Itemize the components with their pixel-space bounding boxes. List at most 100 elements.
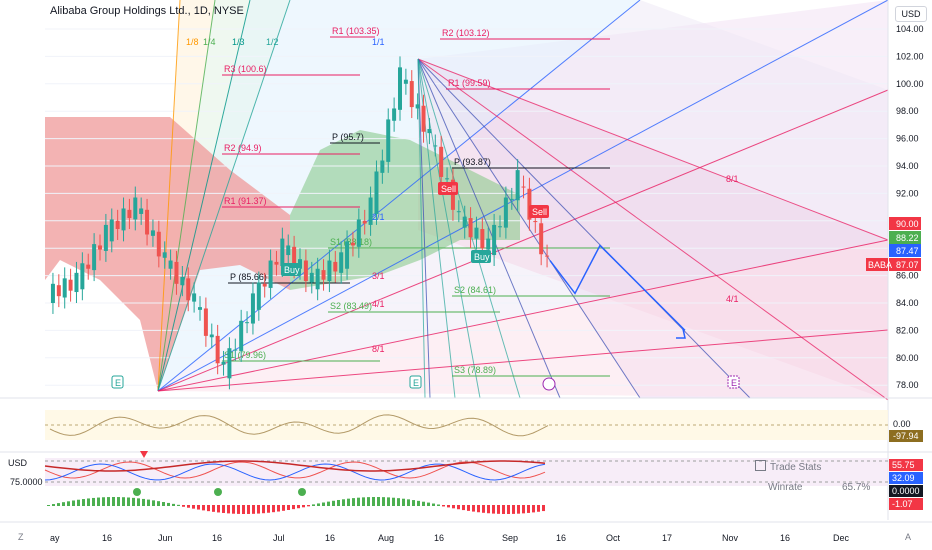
candle-body xyxy=(245,322,250,324)
winrate-label: Winrate xyxy=(768,482,803,493)
time-axis-label: Dec xyxy=(833,533,850,543)
histogram-bar xyxy=(392,497,395,506)
cloud-red xyxy=(45,117,290,391)
fan-ray xyxy=(157,0,889,392)
candle-body xyxy=(86,264,91,269)
histogram-bar xyxy=(462,505,465,511)
histogram-bar xyxy=(537,505,540,512)
buy-signal-label: Buy xyxy=(474,252,490,262)
trade-stats[interactable]: Trade Stats xyxy=(755,460,821,473)
candle-body xyxy=(427,129,432,134)
histogram-bar xyxy=(352,498,355,506)
fan-label: 1/1 xyxy=(372,37,385,47)
histogram-bar xyxy=(92,497,95,506)
pitchfork-ray xyxy=(417,58,751,399)
histogram-bar xyxy=(172,503,175,506)
histogram-bar xyxy=(327,501,330,506)
time-axis-label: Jun xyxy=(158,533,173,543)
price-tag xyxy=(889,217,921,230)
histogram-bar xyxy=(522,505,525,514)
histogram-bar xyxy=(497,505,500,514)
candle-body xyxy=(256,282,261,310)
candle-body xyxy=(68,279,73,291)
panel2-tag xyxy=(889,498,923,510)
earnings-label: E xyxy=(731,378,737,388)
histogram-bar xyxy=(492,505,495,514)
histogram-bar xyxy=(337,499,340,506)
time-axis-label: Nov xyxy=(722,533,739,543)
histogram-bar xyxy=(412,500,415,506)
pivot-label: R1 (103.35) xyxy=(332,26,380,36)
histogram-bar xyxy=(432,503,435,506)
fan-ray xyxy=(417,58,426,399)
panel2-tag-text: 32.09 xyxy=(892,473,915,483)
wave-red xyxy=(44,461,546,479)
trade-stats-label: Trade Stats xyxy=(770,462,822,473)
histogram-bar xyxy=(62,502,65,506)
goto-button[interactable]: Z xyxy=(18,532,24,542)
histogram-bar xyxy=(112,497,115,506)
currency-button[interactable]: USD xyxy=(895,6,927,22)
histogram-bar xyxy=(527,505,530,513)
candle-body xyxy=(515,170,520,201)
histogram-bar xyxy=(487,505,490,514)
histogram-bar xyxy=(252,505,255,514)
histogram-bar xyxy=(382,497,385,506)
histogram-bar xyxy=(87,498,90,506)
panel2-level: 75.0000 xyxy=(10,477,43,487)
histogram-bar xyxy=(397,498,400,506)
candle-body xyxy=(180,276,185,286)
histogram-bar xyxy=(207,505,210,512)
price-tag xyxy=(889,231,921,244)
histogram-bar xyxy=(157,501,160,506)
histogram-bar xyxy=(247,505,250,514)
candle-body xyxy=(521,186,526,188)
earnings-icon xyxy=(727,375,740,389)
histogram-bar xyxy=(362,497,365,506)
candle-body xyxy=(498,226,502,228)
oscillator-tag-text: 0.00 xyxy=(893,419,911,429)
histogram-bar xyxy=(72,500,75,506)
pivot-label: S1 (79.96) xyxy=(224,350,266,360)
dividend-icon xyxy=(542,377,556,391)
candle-body xyxy=(403,79,408,84)
histogram-bar xyxy=(177,504,180,506)
fan-ray xyxy=(157,0,251,392)
pivot-label: S2 (84.61) xyxy=(454,285,496,295)
price-tag-text: 90.00 xyxy=(896,219,919,229)
time-axis-label: Jul xyxy=(273,533,285,543)
histogram-bar xyxy=(292,505,295,510)
candle-body xyxy=(392,108,397,121)
panel2-currency: USD xyxy=(8,458,28,468)
histogram-bar xyxy=(387,497,390,506)
histogram-bar xyxy=(197,505,200,510)
price-axis-label: 80.00 xyxy=(896,353,919,363)
histogram-bar xyxy=(267,505,270,513)
histogram-bar xyxy=(437,504,440,506)
candle-body xyxy=(292,246,297,268)
time-axis-label: 16 xyxy=(556,533,566,543)
histogram-bar xyxy=(212,505,215,512)
histogram-bar xyxy=(137,498,140,506)
candle-body xyxy=(545,255,550,257)
auto-scale-button[interactable]: A xyxy=(905,532,912,542)
candle-body xyxy=(145,209,150,235)
candle-body xyxy=(421,105,426,132)
candle-body xyxy=(215,335,220,364)
winrate-value: 65.7% xyxy=(842,482,871,493)
histogram-bar xyxy=(162,502,165,506)
histogram-bar xyxy=(272,505,275,513)
candle-body xyxy=(374,171,379,214)
signal-dot xyxy=(298,488,306,496)
symbol-tag-text: BABA xyxy=(868,260,892,270)
checkbox-icon[interactable] xyxy=(755,460,766,471)
candle-body xyxy=(280,238,285,267)
pitchfork-ray xyxy=(417,58,561,399)
candle-body xyxy=(274,261,279,265)
histogram-bar xyxy=(167,502,170,506)
histogram-bar xyxy=(217,505,220,513)
candle-body xyxy=(80,263,85,290)
candle-body xyxy=(103,224,108,251)
histogram-bar xyxy=(297,505,300,509)
